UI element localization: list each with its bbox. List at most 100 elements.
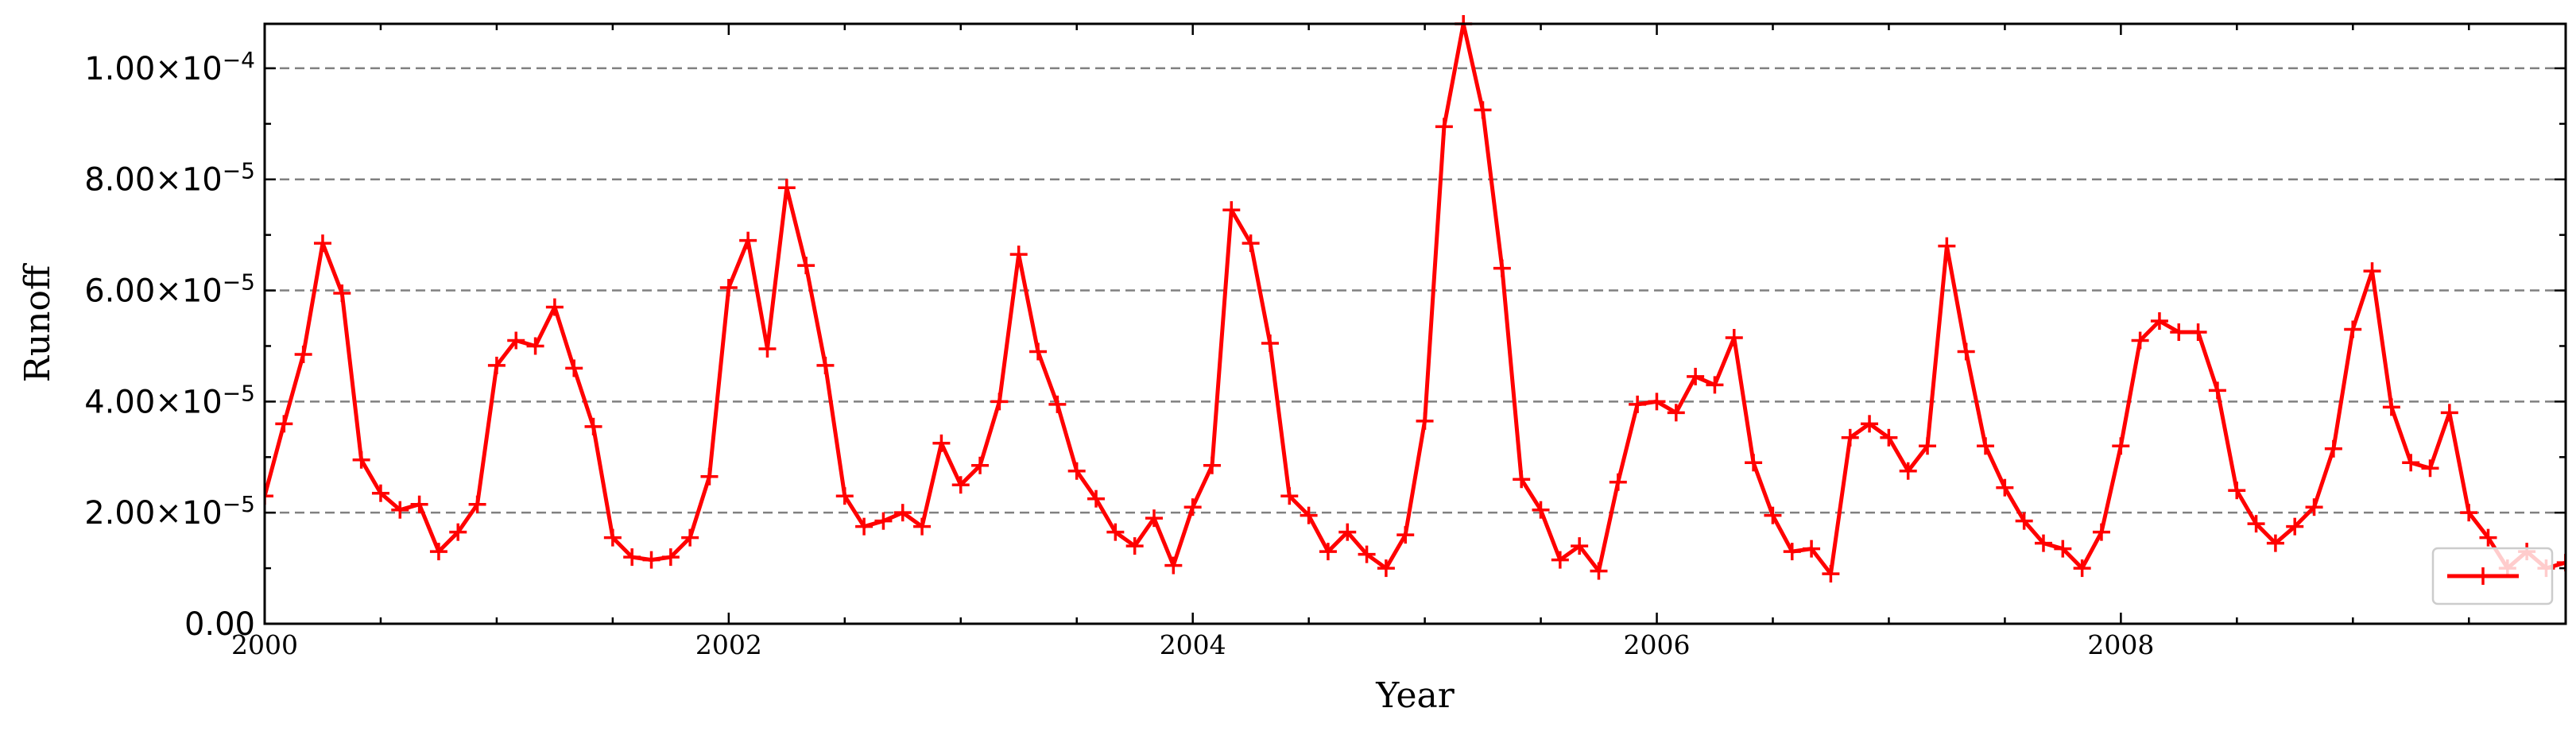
data-point xyxy=(913,517,932,536)
data-point xyxy=(1996,478,2014,497)
data-point xyxy=(1861,415,1879,433)
legend xyxy=(2431,547,2554,605)
data-point xyxy=(1513,470,1531,489)
data-point xyxy=(1629,395,1647,413)
x-tick-labels: 2000 2002 2004 2006 2008 xyxy=(231,629,2154,660)
data-point xyxy=(1338,523,1357,541)
data-point xyxy=(545,298,564,316)
data-point xyxy=(1416,412,1434,430)
data-point xyxy=(1203,456,1221,474)
data-point xyxy=(971,456,990,474)
data-point xyxy=(2402,454,2420,472)
data-point xyxy=(700,467,719,485)
data-point xyxy=(2092,523,2110,541)
data-point xyxy=(2247,515,2265,533)
data-point xyxy=(1706,376,1724,394)
data-point xyxy=(526,337,544,355)
data-point xyxy=(2150,312,2168,331)
data-point xyxy=(816,356,835,374)
data-point xyxy=(1764,506,1782,524)
data-point xyxy=(265,487,273,505)
data-point xyxy=(681,528,699,547)
data-point xyxy=(719,279,738,297)
data-point xyxy=(352,451,370,469)
data-point xyxy=(487,356,506,374)
y-tick-label: 0.00 xyxy=(184,606,255,643)
data-point xyxy=(1183,498,1202,516)
data-point xyxy=(1106,523,1125,541)
data-point xyxy=(1164,556,1183,574)
data-point xyxy=(1957,342,1975,361)
data-point xyxy=(1319,543,1337,561)
data-point xyxy=(2440,404,2458,422)
x-tick-label: 2000 xyxy=(231,629,298,660)
data-point xyxy=(2460,504,2478,522)
data-point xyxy=(951,476,970,494)
data-point xyxy=(893,504,912,522)
y-tick-label: 1.00×10−4 xyxy=(84,47,255,87)
x-axis-label: Year xyxy=(1375,675,1455,716)
data-point xyxy=(932,434,951,452)
data-point xyxy=(1358,545,1376,563)
data-point xyxy=(1919,437,1937,455)
data-point xyxy=(642,551,660,569)
data-point xyxy=(2305,498,2323,516)
y-axis-label: Runoff xyxy=(17,263,58,382)
data-point xyxy=(507,331,525,350)
x-tick-label: 2002 xyxy=(695,629,762,660)
data-point xyxy=(2344,320,2362,338)
x-tick-label: 2006 xyxy=(1624,629,1691,660)
data-point xyxy=(2324,439,2342,458)
data-point xyxy=(1222,201,1241,219)
data-point xyxy=(2266,534,2284,552)
data-point xyxy=(623,548,641,567)
data-point xyxy=(1803,540,1821,558)
data-point xyxy=(2421,459,2439,478)
data-point xyxy=(758,339,777,358)
data-point xyxy=(2112,437,2130,455)
data-point xyxy=(2479,528,2497,547)
data-point xyxy=(1087,489,1106,508)
data-point xyxy=(449,523,467,541)
data-point xyxy=(2228,482,2246,500)
data-point xyxy=(1009,246,1028,264)
series-line xyxy=(265,21,2566,576)
data-point xyxy=(1532,501,1550,519)
y-tick-labels: 0.00 2.00×10−5 4.00×10−5 6.00×10−5 8.00×10−5… xyxy=(84,47,255,643)
data-point xyxy=(2054,540,2072,558)
data-point xyxy=(1571,537,1589,555)
data-point xyxy=(1745,454,1763,472)
data-point xyxy=(1841,428,1859,447)
data-point xyxy=(1261,334,1279,352)
data-point xyxy=(603,528,622,547)
data-point xyxy=(333,284,351,303)
data-point xyxy=(990,393,1009,411)
data-point xyxy=(1899,462,1917,480)
grid-lines xyxy=(265,67,2566,514)
data-point xyxy=(1648,393,1666,411)
data-point xyxy=(1125,537,1144,555)
data-point xyxy=(275,415,293,433)
data-point xyxy=(1067,462,1086,480)
data-point xyxy=(1435,118,1453,136)
data-point xyxy=(1880,428,1898,447)
data-point xyxy=(1551,551,1569,569)
data-point xyxy=(584,417,602,435)
data-point xyxy=(1145,509,1163,528)
y-tick-label: 8.00×10−5 xyxy=(84,158,255,199)
data-point xyxy=(2189,323,2207,341)
data-point xyxy=(2363,262,2381,280)
data-point xyxy=(429,543,447,561)
data-point xyxy=(1048,395,1067,413)
data-point xyxy=(1822,565,1840,583)
y-tick-label: 6.00×10−5 xyxy=(84,269,255,310)
data-point xyxy=(2208,381,2226,400)
data-point xyxy=(468,495,486,513)
data-point xyxy=(855,517,874,536)
plot-frame xyxy=(263,22,2567,625)
data-point xyxy=(1300,506,1318,524)
data-point xyxy=(874,512,893,530)
data-point xyxy=(1687,367,1705,385)
data-point xyxy=(410,495,428,513)
